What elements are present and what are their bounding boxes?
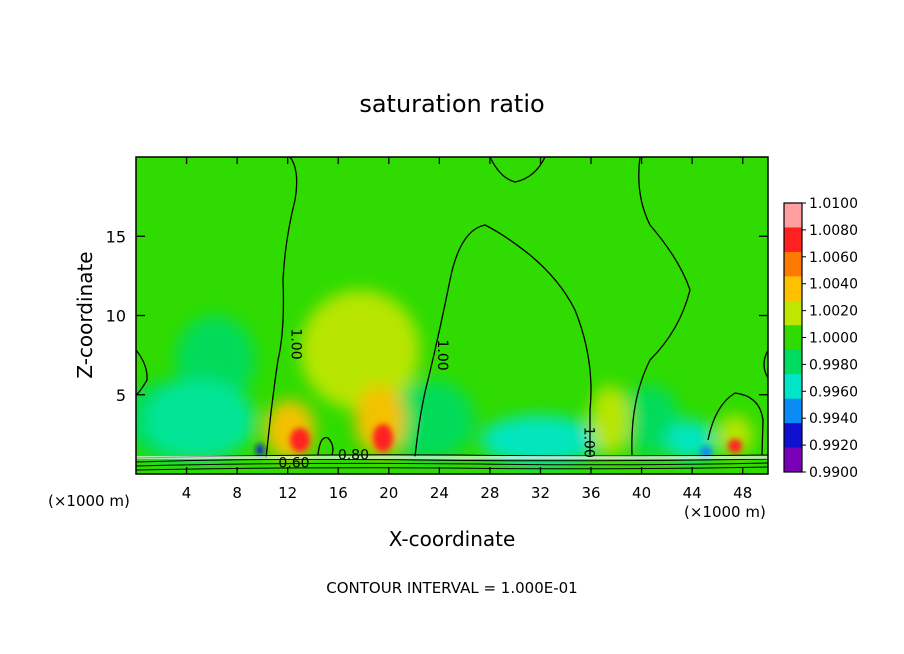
colorbar-label: 1.0080	[809, 223, 858, 239]
contour-label: 1.00	[287, 328, 303, 359]
x-axis-label: X-coordinate	[389, 527, 516, 551]
colorbar-label: 0.9980	[809, 357, 858, 373]
x-tick-label: 40	[632, 484, 651, 502]
colorbar-label: 0.9960	[809, 384, 858, 400]
contour-label: 0.80	[338, 448, 369, 464]
x-tick-label: 24	[430, 484, 449, 502]
contour-interval-note: CONTOUR INTERVAL = 1.000E-01	[326, 579, 577, 597]
colorbar-swatch	[784, 276, 802, 302]
colorbar-label: 0.9920	[809, 438, 858, 454]
x-tick-label: 32	[531, 484, 550, 502]
colorbar-swatch	[784, 300, 802, 326]
colorbar-label: 0.9900	[809, 465, 858, 481]
contour-field	[136, 157, 768, 474]
contour-label: 1.00	[581, 427, 597, 458]
colorbar-label: 1.0020	[809, 304, 858, 320]
x-unit-left: (×1000 m)	[48, 492, 130, 510]
x-tick-label: 20	[379, 484, 398, 502]
contour-label: 0.60	[278, 456, 309, 472]
x-tick-label: 4	[182, 484, 192, 502]
y-axis: 5 10 15	[106, 227, 768, 405]
colorbar-swatch	[784, 203, 802, 228]
contour-label: 1.00	[434, 340, 450, 371]
colorbar-swatch	[784, 374, 802, 400]
colorbar-swatch	[784, 349, 802, 375]
colorbar-label: 0.9940	[809, 411, 858, 427]
colorbar-label: 1.0040	[809, 277, 858, 293]
x-tick-label: 44	[683, 484, 702, 502]
y-tick-label: 15	[106, 227, 126, 246]
chart-title: saturation ratio	[359, 90, 544, 118]
x-tick-label: 28	[480, 484, 499, 502]
x-tick-label: 8	[232, 484, 242, 502]
y-axis-label: Z-coordinate	[73, 251, 97, 378]
x-tick-label: 48	[733, 484, 752, 502]
colorbar-label: 1.0060	[809, 250, 858, 266]
x-tick-label: 12	[278, 484, 297, 502]
colorbar-swatch	[784, 251, 802, 277]
colorbar-label: 1.0000	[809, 331, 858, 347]
x-axis: 4 8 12 16 20 24 28 32 36 40 44 48	[182, 157, 752, 502]
colorbar-swatch	[784, 423, 802, 449]
y-tick-label: 10	[106, 307, 126, 326]
x-tick-label: 36	[581, 484, 600, 502]
x-unit-right: (×1000 m)	[684, 503, 766, 521]
x-tick-label: 16	[329, 484, 348, 502]
y-tick-label: 5	[116, 386, 126, 405]
colorbar-swatch	[784, 447, 802, 473]
colorbar: 1.0100 1.0080 1.0060 1.0040 1.0020 1.0000 0.99…	[783, 196, 858, 481]
colorbar-swatch	[784, 398, 802, 424]
colorbar-swatch	[784, 325, 802, 351]
colorbar-label: 1.0100	[809, 196, 858, 212]
colorbar-swatch	[784, 227, 802, 253]
